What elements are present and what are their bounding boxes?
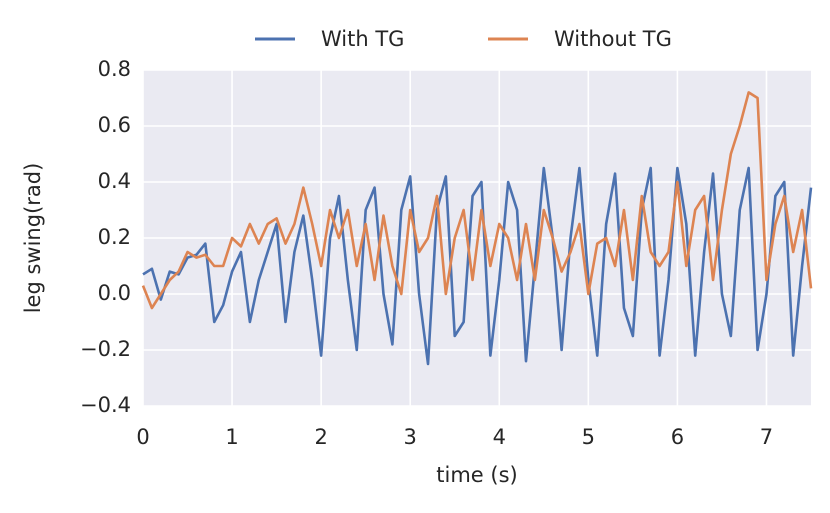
data-line [142, 166, 813, 366]
legend-label: Without TG [554, 27, 672, 51]
y-tick-label: 0.0 [98, 281, 131, 305]
x-tick-label: 5 [582, 425, 595, 449]
x-tick-label: 4 [493, 425, 506, 449]
y-tick-label: −0.2 [80, 337, 131, 361]
x-tick-label: 0 [136, 425, 149, 449]
y-tick-label: 0.8 [98, 57, 131, 81]
x-tick-label: 1 [225, 425, 238, 449]
y-axis-label: leg swing(rad) [21, 163, 45, 314]
y-tick-label: −0.4 [80, 393, 131, 417]
x-axis-label: time (s) [436, 463, 517, 487]
x-tick-label: 2 [314, 425, 327, 449]
y-tick-label: 0.2 [98, 225, 131, 249]
legend-label: With TG [321, 27, 404, 51]
y-tick-label: 0.4 [98, 169, 131, 193]
x-tick-label: 6 [671, 425, 684, 449]
data-line [141, 91, 813, 310]
x-tick-label: 7 [760, 425, 773, 449]
y-tick-label: 0.6 [98, 113, 131, 137]
x-tick-label: 3 [404, 425, 417, 449]
